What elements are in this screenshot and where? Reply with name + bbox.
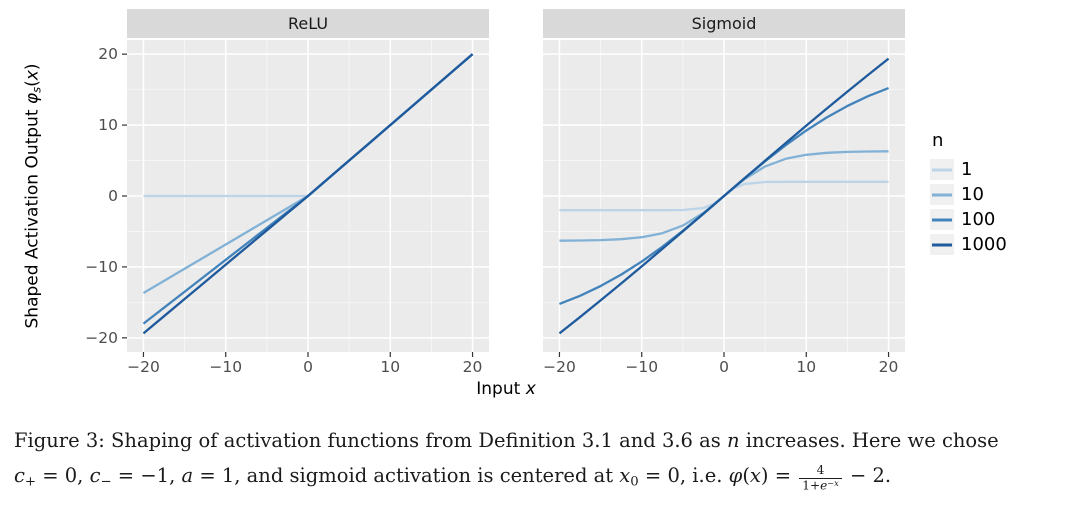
x-tick-label: 20 [462,358,483,376]
legend-key-swatch [930,159,954,180]
legend-item-n-1: 1 [930,157,1007,182]
y-tick-label: −10 [85,257,118,276]
legend-key-swatch [930,209,954,230]
figure-caption: Figure 3: Shaping of activation function… [14,423,1070,500]
x-tick-label: 20 [878,358,899,376]
legend-title: n [932,130,944,151]
y-tick-label: 20 [98,45,118,64]
legend-item-label: 10 [961,184,984,205]
x-axis-label: Input x [476,379,536,399]
x-tick-label: −20 [127,358,160,376]
legend: n 1 10 100 1000 [930,130,1007,257]
legend-line-icon [932,243,952,246]
facet-title-relu: ReLU [287,14,329,33]
legend-line-icon [932,168,952,171]
y-axis-label: Shaped Activation Output φs(x) [22,63,44,329]
legend-item-n-100: 100 [930,207,1007,232]
sigmoid-plot-canvas [543,40,905,357]
relu-plot-canvas [122,40,489,357]
facet-strip-sigmoid: Sigmoid [543,9,905,38]
legend-item-label: 1 [961,159,973,180]
x-tick-label: −10 [625,358,659,376]
legend-key-swatch [930,184,954,205]
legend-key-swatch [930,234,954,255]
legend-item-label: 1000 [961,234,1007,255]
legend-line-icon [932,193,952,196]
x-tick-label: 0 [719,358,729,376]
facet-title-sigmoid: Sigmoid [691,14,757,33]
x-tick-label: 0 [303,358,313,376]
x-tick-label: 10 [380,358,401,376]
x-tick-label: 10 [796,358,817,376]
y-tick-label: 10 [98,116,118,135]
caption-line-1: Figure 3: Shaping of activation function… [14,429,999,452]
legend-item-n-1000: 1000 [930,232,1007,257]
legend-item-label: 100 [961,209,996,230]
legend-items: 1 10 100 1000 [930,157,1007,257]
fraction: 4 1+e−x [799,463,842,493]
series-line-n-1000 [142,53,474,335]
y-tick-label: −20 [85,328,118,347]
legend-item-n-10: 10 [930,182,1007,207]
caption-line-2: c+ = 0, c− = −1, a = 1, and sigmoid acti… [14,463,892,493]
y-tick-label: 0 [108,187,118,205]
series-line-n-1000 [558,57,890,335]
legend-line-icon [932,218,952,221]
x-tick-label: −10 [209,358,243,376]
facet-strip-relu: ReLU [127,9,489,38]
x-tick-label: −20 [543,358,576,376]
